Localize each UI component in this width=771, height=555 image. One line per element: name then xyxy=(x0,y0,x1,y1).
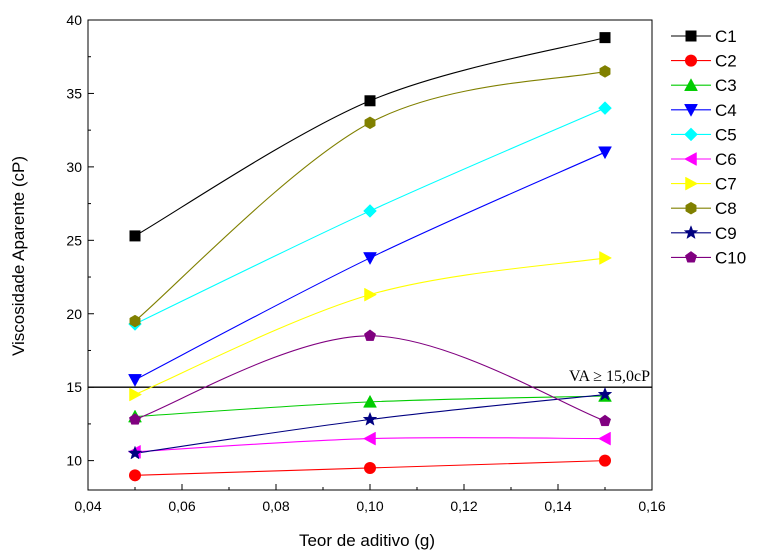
legend: C1 C2 C3 C4 C5 C6 C7 C8 C9 C10 xyxy=(671,27,746,267)
legend-marker-c7 xyxy=(685,176,699,191)
data-point-c1 xyxy=(364,95,376,107)
legend-label-c1: C1 xyxy=(715,27,737,46)
data-point-c10 xyxy=(128,413,142,425)
data-point-c9 xyxy=(362,411,378,426)
reference-line-label: VA ≥ 15,0cP xyxy=(569,368,650,385)
legend-label-c2: C2 xyxy=(715,52,737,71)
data-point-c8 xyxy=(129,314,141,328)
data-point-c4 xyxy=(363,252,377,265)
data-point-c10 xyxy=(363,329,377,341)
x-tick-label: 0,10 xyxy=(356,498,383,514)
y-tick-label: 15 xyxy=(66,379,82,395)
legend-label-c7: C7 xyxy=(715,175,737,194)
series-line-c8 xyxy=(134,70,606,322)
reference-line-group: VA ≥ 15,0cP xyxy=(88,368,652,388)
x-tick-label: 0,12 xyxy=(450,498,477,514)
data-point-c2 xyxy=(364,461,376,474)
data-point-c6 xyxy=(597,431,611,446)
series-line-c7 xyxy=(134,257,606,396)
data-point-c9 xyxy=(597,386,613,401)
legend-marker-c3 xyxy=(684,78,698,91)
y-tick-label: 35 xyxy=(66,85,82,101)
legend-marker-c2 xyxy=(685,54,697,67)
data-point-c5 xyxy=(598,101,612,115)
legend-label-c6: C6 xyxy=(715,150,737,169)
legend-label-c4: C4 xyxy=(715,101,737,120)
x-tick-label: 0,16 xyxy=(638,498,665,514)
data-point-c1 xyxy=(599,32,611,44)
legend-label-c10: C10 xyxy=(715,248,746,267)
legend-marker-c10 xyxy=(684,251,698,263)
y-tick-label: 10 xyxy=(66,453,82,469)
data-point-c7 xyxy=(364,287,378,302)
legend-marker-c5 xyxy=(684,127,698,142)
x-tick-label: 0,04 xyxy=(74,498,101,514)
data-point-c9 xyxy=(127,445,143,460)
axes: 0,04 0,06 0,08 0,10 0,12 0,14 0,16 10 15 20 25 30 35… xyxy=(66,12,665,514)
data-point-c8 xyxy=(599,65,611,78)
data-point-c7 xyxy=(599,251,613,265)
data-point-c4 xyxy=(128,374,142,387)
legend-label-c3: C3 xyxy=(715,76,737,95)
legend-label-c9: C9 xyxy=(715,224,737,243)
y-tick-label: 40 xyxy=(66,12,82,28)
legend-label-c8: C8 xyxy=(715,199,737,218)
data-point-c5 xyxy=(363,204,377,218)
data-point-c8 xyxy=(364,116,376,130)
data-point-c10 xyxy=(598,414,612,427)
data-point-c3 xyxy=(363,394,377,408)
data-point-c6 xyxy=(362,431,376,446)
series-markers xyxy=(127,32,613,482)
legend-marker-c8 xyxy=(685,201,697,215)
data-point-c4 xyxy=(598,146,612,160)
legend-marker-c6 xyxy=(683,152,697,166)
x-tick-label: 0,14 xyxy=(544,498,571,514)
series-line-c10 xyxy=(134,335,606,422)
x-tick-label: 0,06 xyxy=(168,498,195,514)
x-tick-label: 0,08 xyxy=(262,498,289,514)
legend-label-c5: C5 xyxy=(715,125,737,144)
legend-marker-c1 xyxy=(685,30,697,42)
y-tick-label: 20 xyxy=(66,306,82,322)
y-axis-title: Viscosidade Aparente (cP) xyxy=(9,156,28,356)
legend-marker-c4 xyxy=(684,104,698,117)
x-axis-title: Teor de aditivo (g) xyxy=(299,531,435,550)
data-point-c1 xyxy=(129,230,141,242)
y-tick-label: 25 xyxy=(66,232,82,248)
legend-marker-c9 xyxy=(683,225,699,240)
data-point-c2 xyxy=(129,469,141,482)
y-tick-label: 30 xyxy=(66,159,82,175)
data-point-c2 xyxy=(599,454,611,467)
data-point-c7 xyxy=(129,387,143,402)
